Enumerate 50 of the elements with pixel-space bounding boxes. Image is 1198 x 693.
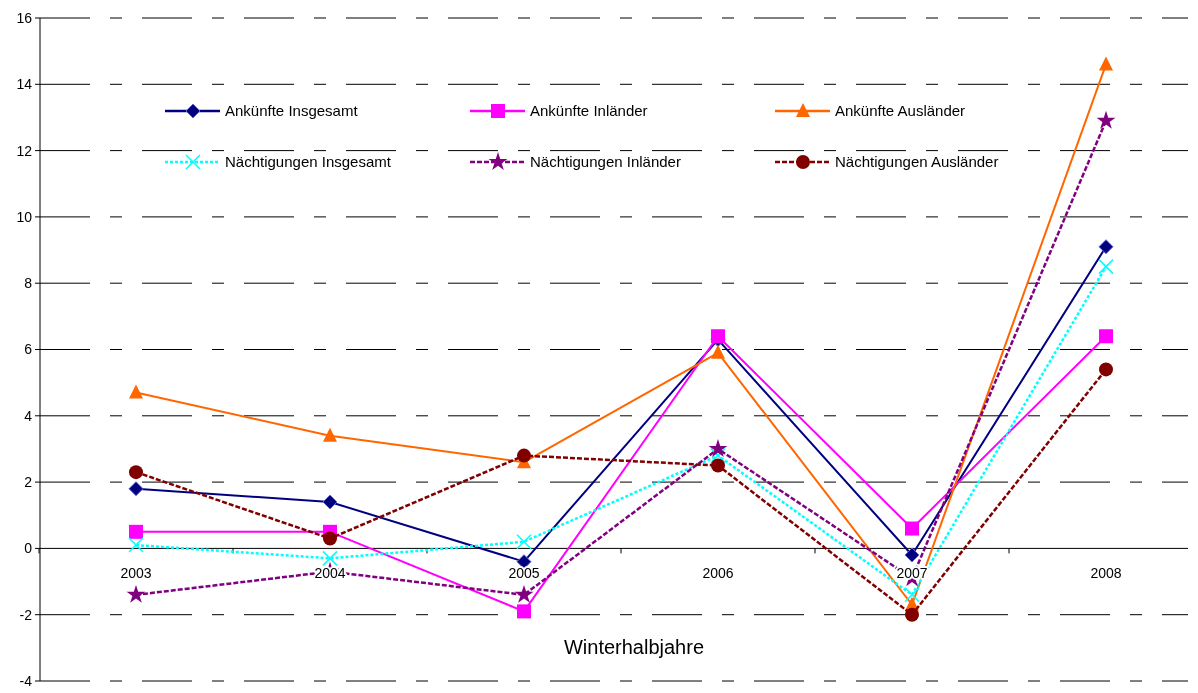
point <box>1099 329 1113 344</box>
legend-label: Ankünfte Inländer <box>530 102 648 120</box>
x-tick-label: 2005 <box>508 565 540 582</box>
y-tick-label: 6 <box>24 341 33 358</box>
point <box>322 550 338 567</box>
legend-label: Ankünfte Ausländer <box>835 102 966 120</box>
x-tick-label: 2006 <box>702 565 734 582</box>
y-tick-label: 8 <box>24 275 33 292</box>
x-tick-label: 2008 <box>1090 565 1122 582</box>
point <box>711 458 725 473</box>
point <box>516 534 532 550</box>
point <box>129 384 143 399</box>
point <box>905 521 919 536</box>
y-tick-label: 16 <box>16 9 33 26</box>
y-tick-label: -4 <box>19 672 33 689</box>
point <box>1099 56 1113 71</box>
legend-label: Ankünfte Insgesamt <box>225 102 359 120</box>
point <box>323 531 337 546</box>
point <box>1098 258 1114 275</box>
y-tick-label: -2 <box>19 606 33 623</box>
point <box>904 587 920 603</box>
y-tick-label: 2 <box>24 474 33 490</box>
point <box>126 584 146 603</box>
point <box>710 447 726 464</box>
legend-label: Nächtigungen Inländer <box>530 153 681 171</box>
point <box>129 524 143 539</box>
point <box>1099 362 1113 377</box>
y-tick-label: 12 <box>16 142 33 159</box>
y-tick-label: 10 <box>16 208 33 225</box>
y-tick-label: 4 <box>24 407 33 424</box>
point <box>128 537 144 553</box>
x-tick-label: 2003 <box>120 565 152 582</box>
point <box>708 439 728 457</box>
point <box>514 584 534 603</box>
point <box>323 427 337 442</box>
point <box>517 604 531 619</box>
y-tick-label: 0 <box>24 540 33 557</box>
point <box>322 494 338 510</box>
y-tick-label: 14 <box>16 76 33 93</box>
point <box>904 547 920 563</box>
point <box>1096 110 1116 129</box>
point <box>517 448 531 463</box>
legend-label: Nächtigungen Insgesamt <box>225 153 392 171</box>
point <box>1098 239 1114 255</box>
legend-label: Nächtigungen Ausländer <box>835 153 999 171</box>
x-axis-title: Winterhalbjahre <box>563 636 705 659</box>
point <box>905 607 919 622</box>
point <box>711 344 725 359</box>
point <box>129 465 143 480</box>
point <box>128 481 144 497</box>
